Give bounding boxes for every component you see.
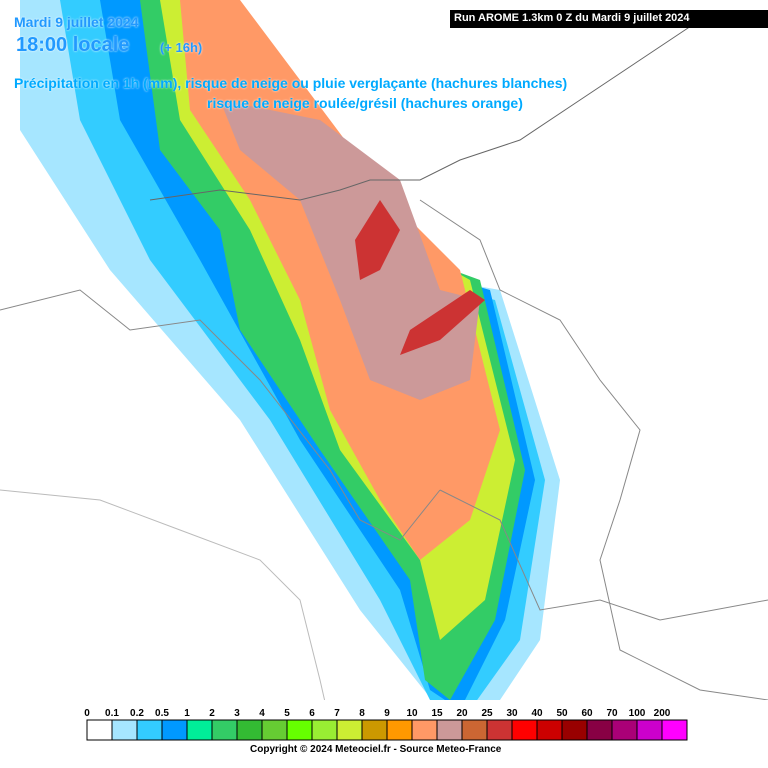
legend-label: 60 xyxy=(581,708,593,719)
legend-swatch xyxy=(386,719,413,741)
legend-label: 70 xyxy=(606,708,618,719)
legend-swatch xyxy=(236,719,263,741)
run-box xyxy=(450,10,768,28)
legend-swatch xyxy=(636,719,663,741)
border xyxy=(149,19,701,201)
legend-swatch xyxy=(661,719,688,741)
legend-swatch xyxy=(461,719,488,741)
legend-label: 200 xyxy=(654,708,671,719)
legend-label: 8 xyxy=(359,708,365,719)
legend-label: 9 xyxy=(384,708,390,719)
legend-label: 4 xyxy=(259,708,265,719)
legend-label: 2 xyxy=(209,708,215,719)
lead: (+ 16h) xyxy=(160,40,203,55)
legend-swatch xyxy=(86,719,113,741)
legend-swatch xyxy=(286,719,313,741)
legend-swatch xyxy=(511,719,538,741)
legend: 0 0.1 0.2 0.5 1 2 3 4 5 6 7 8 9 10 15 20 25 30 40 50 60 70 100… xyxy=(84,708,688,741)
precip-zone xyxy=(355,200,400,280)
legend-swatch xyxy=(361,719,388,741)
border xyxy=(0,289,768,621)
legend-swatch xyxy=(186,719,213,741)
legend-swatch xyxy=(561,719,588,741)
legend-label: 0.5 xyxy=(155,708,169,719)
legend-swatch xyxy=(611,719,638,741)
legend-swatch xyxy=(411,719,438,741)
legend-label: 50 xyxy=(556,708,568,719)
legend-label: 1 xyxy=(184,708,190,719)
legend-swatch xyxy=(536,719,563,741)
precip-title: Précipitation en 1h (mm), risque de neig… xyxy=(14,75,568,91)
precip-subtitle: risque de neige roulée/grésil (hachures … xyxy=(207,95,523,111)
legend-label: 6 xyxy=(309,708,315,719)
legend-label: 0.2 xyxy=(130,708,144,719)
precip-zone xyxy=(220,100,480,400)
time: 18:00 locale xyxy=(16,34,130,56)
legend-swatch xyxy=(161,719,188,741)
legend-label: 7 xyxy=(334,708,340,719)
legend-label: 10 xyxy=(406,708,418,719)
legend-label: 0.1 xyxy=(105,708,119,719)
legend-label: 40 xyxy=(531,708,543,719)
date: Mardi 9 juillet 2024 xyxy=(14,14,139,30)
precip-zone xyxy=(400,290,485,355)
border xyxy=(419,199,768,701)
legend-swatch xyxy=(586,719,613,741)
border xyxy=(0,489,341,768)
legend-swatch xyxy=(486,719,513,741)
legend-label: 30 xyxy=(506,708,518,719)
legend-label: 5 xyxy=(284,708,290,719)
legend-swatch xyxy=(336,719,363,741)
legend-swatch xyxy=(436,719,463,741)
legend-swatch xyxy=(136,719,163,741)
legend-swatch xyxy=(311,719,338,741)
legend-label: 25 xyxy=(481,708,493,719)
legend-label: 15 xyxy=(431,708,443,719)
copyright: Copyright © 2024 Meteociel.fr - Source M… xyxy=(250,744,502,755)
legend-swatch xyxy=(211,719,238,741)
legend-label: 100 xyxy=(629,708,646,719)
legend-label: 3 xyxy=(234,708,240,719)
legend-label: 0 xyxy=(84,708,90,719)
run-info: Run AROME 1.3km 0 Z du Mardi 9 juillet 2… xyxy=(454,12,690,24)
legend-swatch xyxy=(261,719,288,741)
legend-label: 20 xyxy=(456,708,468,719)
legend-swatch xyxy=(111,719,138,741)
